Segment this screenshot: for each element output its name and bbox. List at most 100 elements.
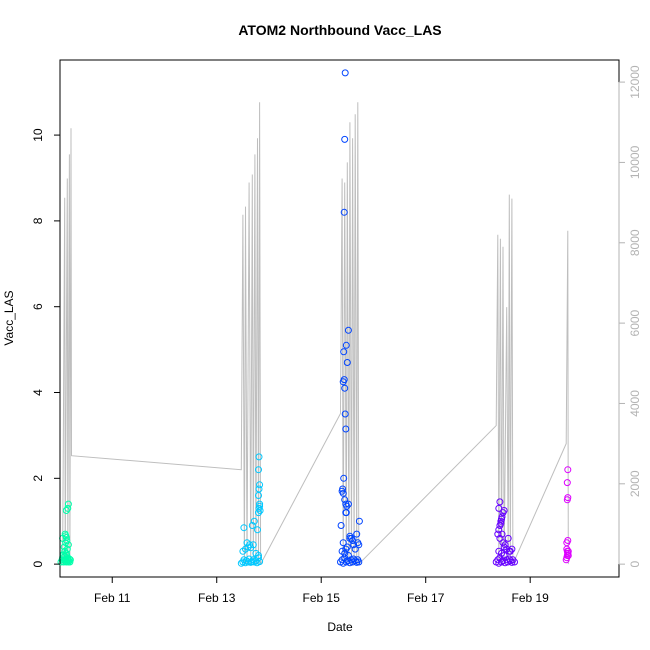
data-point [255, 509, 262, 517]
y-right-tick-label: 10000 [628, 145, 642, 179]
y-right-tick-label: 2000 [628, 470, 642, 497]
data-point [340, 348, 348, 356]
y-tick-label: 4 [31, 389, 45, 396]
data-point [564, 552, 572, 559]
data-point [339, 539, 347, 547]
x-tick-label: Feb 13 [198, 591, 236, 605]
data-point [350, 541, 358, 549]
data-point [255, 552, 262, 559]
data-point [64, 504, 72, 512]
data-point [564, 466, 572, 474]
data-point [249, 541, 257, 549]
data-point [353, 530, 361, 538]
data-point [340, 208, 348, 216]
data-point [63, 545, 71, 553]
data-point [255, 492, 262, 499]
data-point [339, 489, 347, 497]
data-point [340, 474, 348, 482]
data-point [341, 69, 349, 77]
y-right-tick-label: 12000 [628, 65, 642, 99]
data-point [355, 558, 363, 566]
data-point [508, 545, 516, 553]
secondary-line [62, 102, 569, 566]
data-point [498, 530, 506, 538]
data-point [564, 494, 572, 502]
data-point [341, 549, 349, 557]
data-point [348, 534, 355, 542]
data-point [343, 359, 351, 366]
x-tick-label: Feb 17 [407, 591, 445, 605]
y-right-tick-label: 4000 [628, 390, 642, 417]
data-point [63, 537, 71, 544]
data-point [344, 500, 352, 508]
data-point [256, 481, 264, 489]
data-point [343, 502, 351, 510]
data-point [344, 326, 352, 334]
data-point [255, 466, 262, 474]
y-right-tick-label: 0 [628, 560, 642, 567]
y-tick-label: 8 [31, 217, 45, 224]
y-tick-label: 6 [31, 303, 45, 310]
data-point [564, 537, 572, 544]
data-point [497, 519, 505, 527]
plot-box [59, 59, 620, 578]
data-point [248, 522, 256, 529]
data-point [342, 425, 350, 433]
y-tick-label: 10 [31, 128, 45, 142]
data-point [355, 541, 363, 549]
data-point [511, 558, 518, 566]
data-point [250, 517, 258, 525]
data-point [255, 485, 263, 493]
data-point [343, 543, 351, 551]
data-point [341, 135, 349, 143]
data-point [341, 496, 349, 504]
data-point [64, 555, 72, 563]
data-point [346, 532, 354, 540]
data-point [254, 526, 261, 534]
data-point [563, 479, 571, 487]
y-tick-label: 2 [31, 475, 45, 482]
x-tick-label: Feb 19 [512, 591, 550, 605]
data-point [341, 384, 349, 392]
data-point [351, 545, 359, 553]
y-axis-right: 0 2000 4000 6000 8000 10000 12000 [618, 65, 642, 567]
data-point [64, 541, 72, 549]
data-point [255, 453, 263, 461]
data-point [246, 541, 254, 549]
data-point [498, 515, 505, 523]
data-point [240, 524, 248, 532]
y-axis-left: 0 2 4 6 8 10 [31, 128, 61, 567]
y-tick-label: 0 [31, 560, 45, 567]
data-point [256, 500, 264, 508]
data-point [495, 504, 503, 512]
x-axis: Feb 11 Feb 13 Feb 15 Feb 17 Feb 19 [94, 576, 550, 605]
x-tick-label: Feb 15 [303, 591, 341, 605]
data-point [337, 522, 345, 529]
data-point [62, 507, 70, 514]
data-point [62, 532, 70, 540]
data-point [494, 530, 502, 538]
x-tick-label: Feb 11 [94, 591, 131, 605]
data-point [355, 517, 363, 525]
secondary-line-series [62, 102, 569, 566]
x-axis-label: Date [327, 620, 353, 634]
data-point [509, 556, 517, 564]
data-point [494, 556, 502, 564]
data-point [496, 498, 504, 506]
y-right-tick-label: 8000 [628, 229, 642, 256]
data-point [64, 500, 72, 508]
y-axis-label: Vacc_LAS [2, 290, 16, 345]
data-point [501, 541, 509, 549]
data-point [499, 539, 507, 547]
data-point [342, 545, 350, 553]
data-point [498, 549, 505, 557]
data-point [506, 547, 514, 555]
scatter-points [57, 69, 572, 567]
data-point [340, 376, 348, 384]
data-point [248, 558, 256, 566]
data-point [256, 502, 264, 510]
chart-title: ATOM2 Northbound Vacc_LAS [238, 22, 441, 38]
data-point [339, 485, 347, 493]
y-right-tick-label: 6000 [628, 309, 642, 336]
